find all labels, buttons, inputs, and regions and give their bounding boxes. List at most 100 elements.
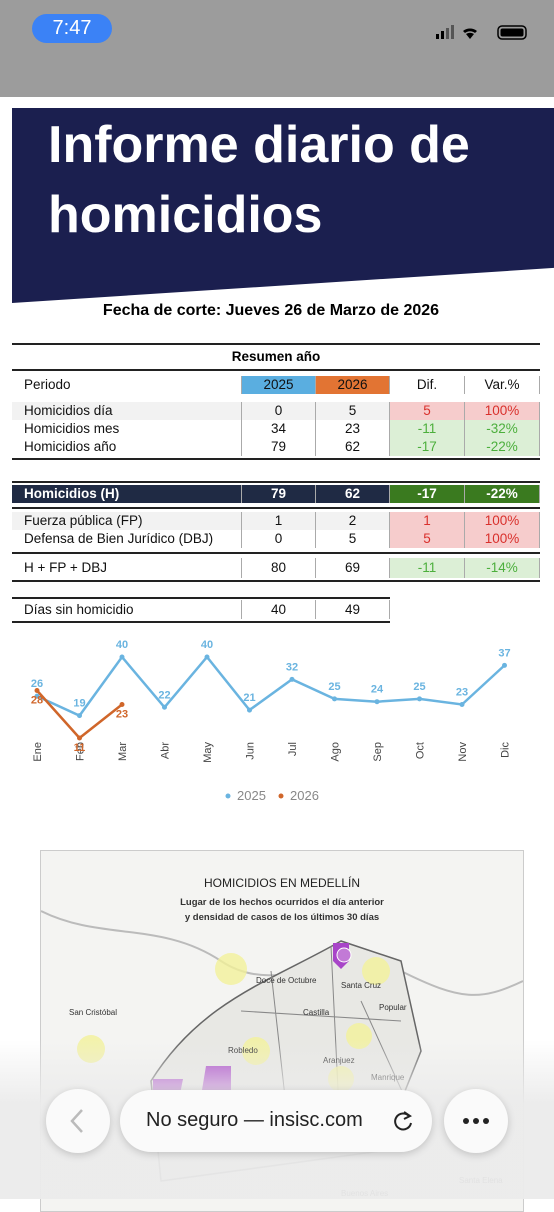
more-icon [463, 1118, 489, 1124]
legend-marker [225, 793, 231, 799]
back-button[interactable] [46, 1089, 110, 1153]
data-label: 24 [371, 684, 384, 696]
table-rule [12, 507, 540, 509]
table-cell: Dif. [390, 376, 465, 394]
point [502, 662, 507, 668]
data-label: 23 [116, 708, 128, 720]
map-subtitle: Lugar de los hechos ocurridos el día ant… [180, 897, 384, 908]
table-cell: -32% [465, 420, 540, 438]
table-rule [12, 580, 540, 582]
map-title: HOMICIDIOS EN MEDELLÍN [203, 876, 361, 890]
monthly-chart: Ene Feb Mar Abr May Jun Jul Ago Sep Oct Nov Dic 26 19… [31, 640, 512, 803]
table-cell: 5 [390, 530, 465, 548]
x-tick-label: Ene [32, 742, 44, 762]
table-cell: Var.% [465, 376, 540, 394]
data-label: 40 [201, 640, 213, 651]
status-icons [436, 25, 527, 40]
legend-label: 2025 [237, 788, 266, 803]
point [34, 688, 40, 694]
table-rule [12, 458, 540, 460]
data-label: 28 [31, 695, 43, 707]
table-cell: 79 [242, 485, 316, 503]
x-tick-label: Nov [457, 742, 469, 762]
data-label: 25 [328, 681, 340, 693]
status-bar: 7:47 [0, 0, 554, 97]
table-cell: -11 [390, 420, 465, 438]
x-tick-label: Oct [415, 742, 427, 759]
point [34, 693, 40, 699]
table-cell: 100% [465, 512, 540, 530]
table-cell: 62 [316, 485, 390, 503]
table-cell: Días sin homicidio [12, 600, 242, 619]
x-tick-label: Jul [287, 742, 299, 756]
data-label: 23 [456, 686, 468, 698]
point [204, 654, 210, 660]
report-title: Informe diario de homicidios [48, 116, 470, 244]
point [119, 701, 125, 707]
point [77, 713, 82, 719]
table-cell: 1 [390, 512, 465, 530]
x-tick-label: Dic [500, 742, 512, 758]
x-tick-label: Sep [372, 742, 384, 762]
point [247, 707, 252, 713]
more-button[interactable] [444, 1089, 508, 1153]
x-tick-label: Abr [160, 742, 172, 759]
table-cell: 0 [242, 530, 316, 548]
table-cell: Homicidios mes [12, 420, 242, 438]
point [119, 654, 125, 660]
table-cell: Homicidios (H) [12, 485, 242, 503]
table-cell: 1 [242, 512, 316, 530]
legend-marker [278, 793, 284, 799]
table-cell: -14% [465, 558, 540, 578]
map-label: San Cristóbal [69, 1008, 118, 1017]
table-cell: 69 [316, 558, 390, 578]
table-cell: 5 [316, 402, 390, 420]
table-title: Resumen año [231, 349, 321, 364]
table-rule [12, 621, 390, 623]
x-tick-label: Ago [330, 742, 342, 762]
table-cell: 2025 [242, 376, 316, 394]
x-tick-label: Mar [117, 742, 129, 761]
data-label: 40 [116, 640, 128, 651]
table-cell: Homicidios año [12, 438, 242, 456]
address-bar[interactable]: No seguro — insisc.com [120, 1090, 432, 1152]
data-label: 32 [286, 661, 298, 673]
table-cell: 5 [390, 402, 465, 420]
banner [12, 108, 554, 303]
table-cell: -17 [390, 438, 465, 456]
table-cell: H + FP + DBJ [12, 558, 242, 578]
table-cell: 100% [465, 530, 540, 548]
point [417, 696, 422, 702]
reload-icon[interactable] [390, 1108, 416, 1134]
clock: 7:47 [32, 14, 112, 43]
table-cell: -22% [465, 438, 540, 456]
map-label: Castilla [303, 1008, 330, 1017]
x-tick-label: Feb [75, 742, 87, 761]
table-cell: 34 [242, 420, 316, 438]
data-label: 11 [74, 742, 86, 754]
map-label: Popular [379, 1003, 407, 1012]
table-cell: 0 [242, 402, 316, 420]
point [459, 701, 465, 707]
table-cell: Periodo [12, 376, 242, 394]
table-cell: -17 [390, 485, 465, 503]
table-cell: 2026 [316, 376, 390, 394]
data-label: 26 [31, 678, 43, 690]
table-cell: 100% [465, 402, 540, 420]
table-rule [12, 552, 540, 554]
table-cell: 23 [316, 420, 390, 438]
table-cell: 80 [242, 558, 316, 578]
legend-label: 2026 [290, 788, 319, 803]
report-date: Fecha de corte: Jueves 26 de Marzo de 20… [102, 302, 440, 319]
url: No seguro — insisc.com [146, 1109, 363, 1131]
table-cell: 2 [316, 512, 390, 530]
table-cell: Homicidios día [12, 402, 242, 420]
data-label: 22 [158, 689, 170, 701]
table-cell: 62 [316, 438, 390, 456]
point [332, 696, 337, 702]
point [374, 699, 380, 705]
table-cell: Fuerza pública (FP) [12, 512, 242, 530]
data-label: 21 [243, 692, 255, 704]
x-tick-label: Jun [245, 742, 257, 760]
